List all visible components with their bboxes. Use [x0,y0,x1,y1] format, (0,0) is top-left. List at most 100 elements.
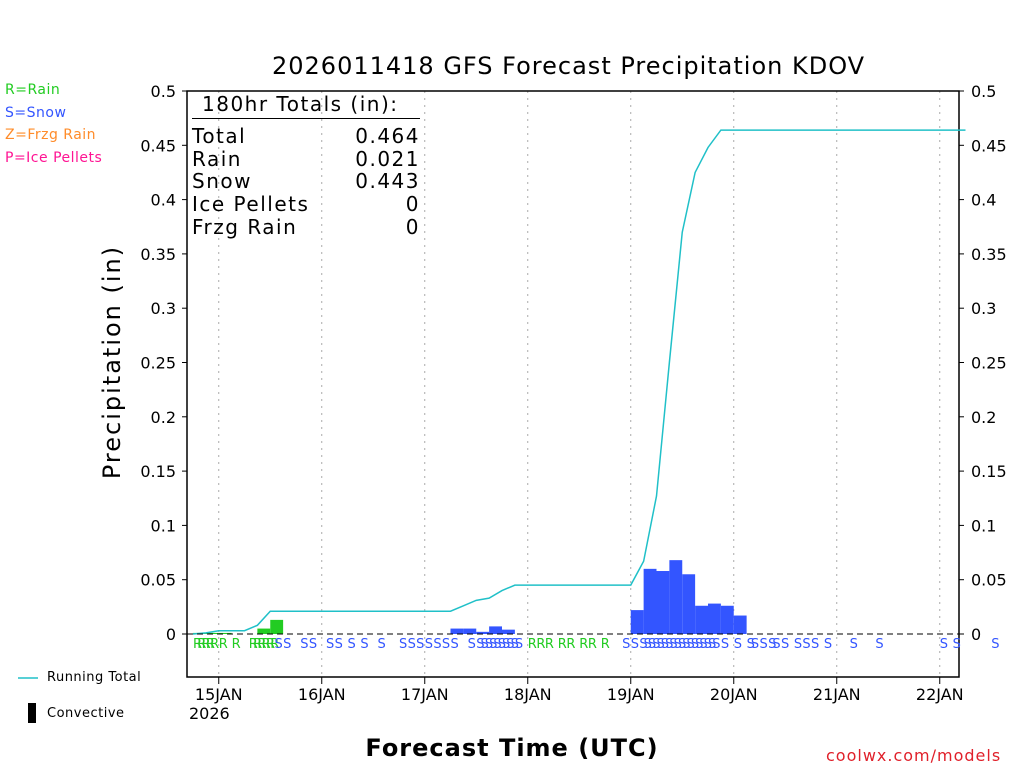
totals-label: Frzg Rain [192,214,298,239]
ytick-label-right: 0.45 [971,136,1007,155]
type-marker-S: S [631,637,639,652]
precip-bar-10 [630,610,644,634]
type-marker-R: R [253,637,262,652]
type-marker-S: S [794,637,802,652]
precip-bar-1 [205,632,219,634]
totals-label: Ice Pellets [192,192,310,217]
totals-value: 0 [405,192,420,217]
ytick-label-right: 0.1 [971,516,996,535]
ytick-label-left: 0.4 [151,191,176,210]
type-marker-S: S [639,637,647,652]
precip-bar-12 [656,571,670,634]
ytick-label-left: 0.15 [140,462,176,481]
totals-label: Total [192,124,247,148]
precip-bar-16 [708,603,721,634]
xtick-label-19JAN: 19JAN [607,685,655,704]
xtick-label-17JAN: 17JAN [401,685,449,704]
y-axis-ticks: 0 00.05 0.050.1 0.10.15 0.150.2 0.20.25 0.250.… [140,82,1006,644]
type-marker-S: S [489,637,497,652]
convective-legend-label: Convective [47,706,125,721]
type-marker-S: S [451,637,459,652]
type-marker-S: S [502,637,510,652]
precip-bar-11 [643,568,657,634]
type-marker-R: R [219,637,228,652]
type-marker-S: S [751,637,759,652]
type-marker-S: S [399,637,407,652]
precip-bar-7 [476,631,490,634]
type-marker-S: S [802,637,810,652]
type-marker-S: S [721,637,729,652]
type-marker-S: S [644,637,652,652]
ytick-label-right: 0.4 [971,191,996,210]
type-marker-S: S [433,637,441,652]
type-marker-S: S [734,637,742,652]
type-marker-S: S [493,637,501,652]
xtick-label-20JAN: 20JAN [710,685,758,704]
type-marker-S: S [940,637,948,652]
type-marker-S: S [498,637,506,652]
type-marker-R: R [266,637,275,652]
ytick-label-right: 0.2 [971,408,996,427]
type-marker-R: R [249,637,258,652]
type-marker-S: S [408,637,416,652]
type-marker-S: S [781,637,789,652]
ytick-label-right: 0.15 [971,462,1007,481]
type-marker-S: S [661,637,669,652]
totals-value: 0.443 [355,169,420,194]
ytick-label-left: 0.3 [151,299,176,318]
type-marker-S: S [300,637,308,652]
type-marker-S: S [657,637,665,652]
type-marker-S: S [511,637,519,652]
type-marker-R: R [262,637,271,652]
y-axis-label: Precipitation (in) [98,244,126,480]
type-marker-S: S [515,637,523,652]
ytick-label-left: 0.45 [140,136,176,155]
type-marker-S: S [682,637,690,652]
type-marker-S: S [309,637,317,652]
type-marker-S: S [652,637,660,652]
type-marker-S: S [648,637,656,652]
type-marker-S: S [695,637,703,652]
x-axis-ticks: 15JAN 16JAN 17JAN 18JAN 19JAN 20JAN 21JAN 22JAN [195,677,964,704]
type-marker-S: S [824,637,832,652]
ytick-label-right: 0 [971,625,981,644]
type-marker-S: S [378,637,386,652]
precip-bar-17 [720,605,734,634]
type-legend-P: P=Ice Pellets [5,149,103,166]
ytick-label-left: 0.25 [140,354,176,373]
chart-title: 2026011418 GFS Forecast Precipitation KD… [272,52,866,80]
ytick-label-left: 0.2 [151,408,176,427]
type-legend-S: S=Snow [5,104,67,121]
precip-bar-14 [682,574,696,634]
type-marker-S: S [348,637,356,652]
type-marker-S: S [850,637,858,652]
type-marker-R: R [202,637,211,652]
xtick-label-15JAN: 15JAN [195,685,243,704]
precip-bar-18 [733,615,747,634]
ytick-label-right: 0.25 [971,354,1007,373]
type-marker-R: R [601,637,610,652]
type-marker-S: S [485,637,493,652]
type-marker-R: R [206,637,215,652]
type-marker-R: R [193,637,202,652]
type-marker-S: S [442,637,450,652]
type-marker-R: R [257,637,266,652]
type-marker-R: R [545,637,554,652]
ytick-label-right: 0.05 [971,571,1007,590]
totals-value: 0.464 [355,124,420,148]
xtick-label-21JAN: 21JAN [813,685,861,704]
convective-legend-swatch [28,703,36,723]
type-marker-R: R [197,637,206,652]
type-marker-S: S [425,637,433,652]
type-marker-S: S [283,637,291,652]
precip-bar-6 [463,628,477,634]
x-axis-label: Forecast Time (UTC) [365,734,659,762]
type-marker-S: S [699,637,707,652]
totals-label: Snow [192,169,252,194]
type-marker-S: S [772,637,780,652]
type-marker-R: R [536,637,545,652]
type-marker-S: S [747,637,755,652]
type-marker-S: S [768,637,776,652]
